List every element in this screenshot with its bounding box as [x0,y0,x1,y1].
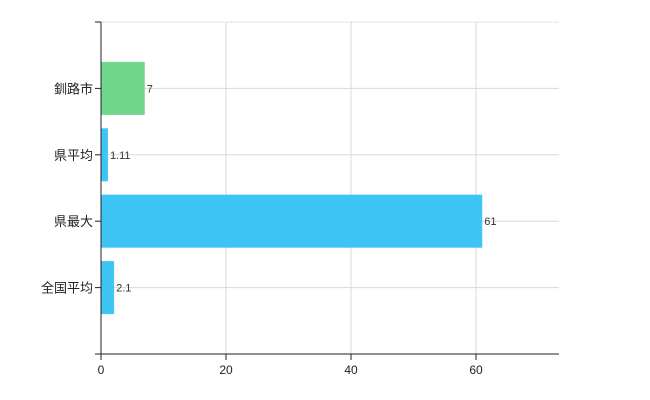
axes-group [95,21,559,355]
x-ticks-group: 0 20 40 60 [98,354,483,377]
category-label: 県平均 [54,149,93,164]
data-labels-group: 7 1.11 61 2.1 [110,83,497,294]
category-label: 全国平均 [41,281,93,297]
bar [101,261,115,315]
data-label: 1.11 [110,150,131,162]
x-tick-label: 40 [344,363,358,377]
bar [101,61,145,115]
x-tick-label: 20 [219,363,233,377]
category-label: 県最大 [54,215,93,230]
category-label: 釧路市 [54,81,93,97]
data-label: 61 [484,216,496,228]
data-label: 7 [147,83,153,95]
bar [101,128,108,182]
grid-lines [101,21,559,354]
data-label: 2.1 [116,283,131,295]
bars-group [101,61,483,315]
x-tick-label: 0 [98,363,105,377]
bar [101,194,483,248]
x-tick-label: 60 [469,363,483,377]
